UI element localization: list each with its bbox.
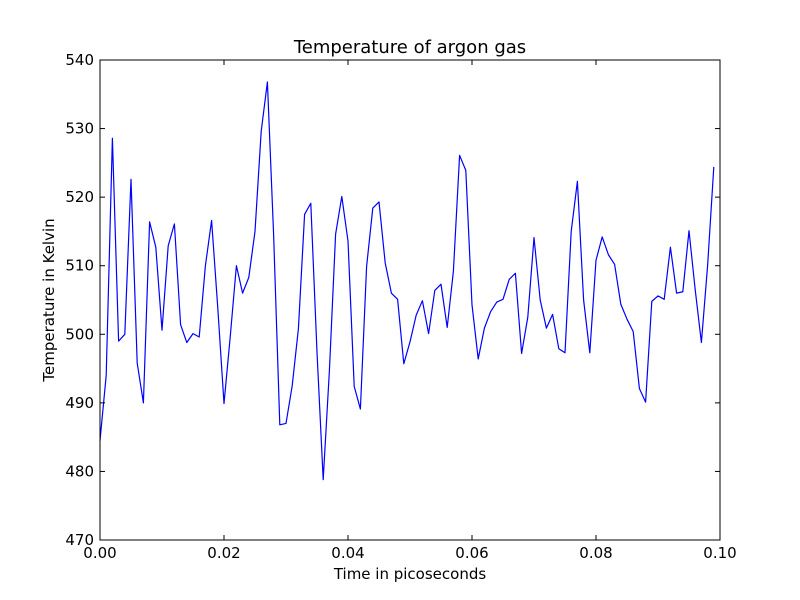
y-tick-label: 510 bbox=[65, 257, 94, 275]
y-tick-label: 500 bbox=[65, 325, 94, 343]
y-tick-label: 530 bbox=[65, 120, 94, 138]
x-axis-label: Time in picoseconds bbox=[333, 565, 487, 583]
x-tick-label: 0.02 bbox=[207, 544, 240, 562]
y-tick-label: 470 bbox=[65, 531, 94, 549]
plot-area bbox=[99, 81, 715, 481]
x-tick-label: 0.04 bbox=[331, 544, 364, 562]
x-tick-label: 0.06 bbox=[455, 544, 488, 562]
y-axis-label: Temperature in Kelvin bbox=[40, 218, 58, 382]
x-axis-ticks: 0.00 0.02 0.04 0.06 0.08 0.10 bbox=[83, 60, 737, 562]
y-axis-ticks: 470 480 490 500 510 520 530 540 bbox=[65, 51, 720, 549]
chart-title: Temperature of argon gas bbox=[293, 37, 526, 58]
series-line-0 bbox=[99, 81, 715, 481]
axes-frame bbox=[99, 59, 721, 541]
y-tick-label: 520 bbox=[65, 188, 94, 206]
x-tick-label: 0.08 bbox=[579, 544, 612, 562]
y-tick-label: 480 bbox=[65, 462, 94, 480]
x-tick-label: 0.00 bbox=[83, 544, 116, 562]
y-tick-label: 490 bbox=[65, 394, 94, 412]
x-tick-label: 0.10 bbox=[703, 544, 736, 562]
y-tick-label: 540 bbox=[65, 51, 94, 69]
